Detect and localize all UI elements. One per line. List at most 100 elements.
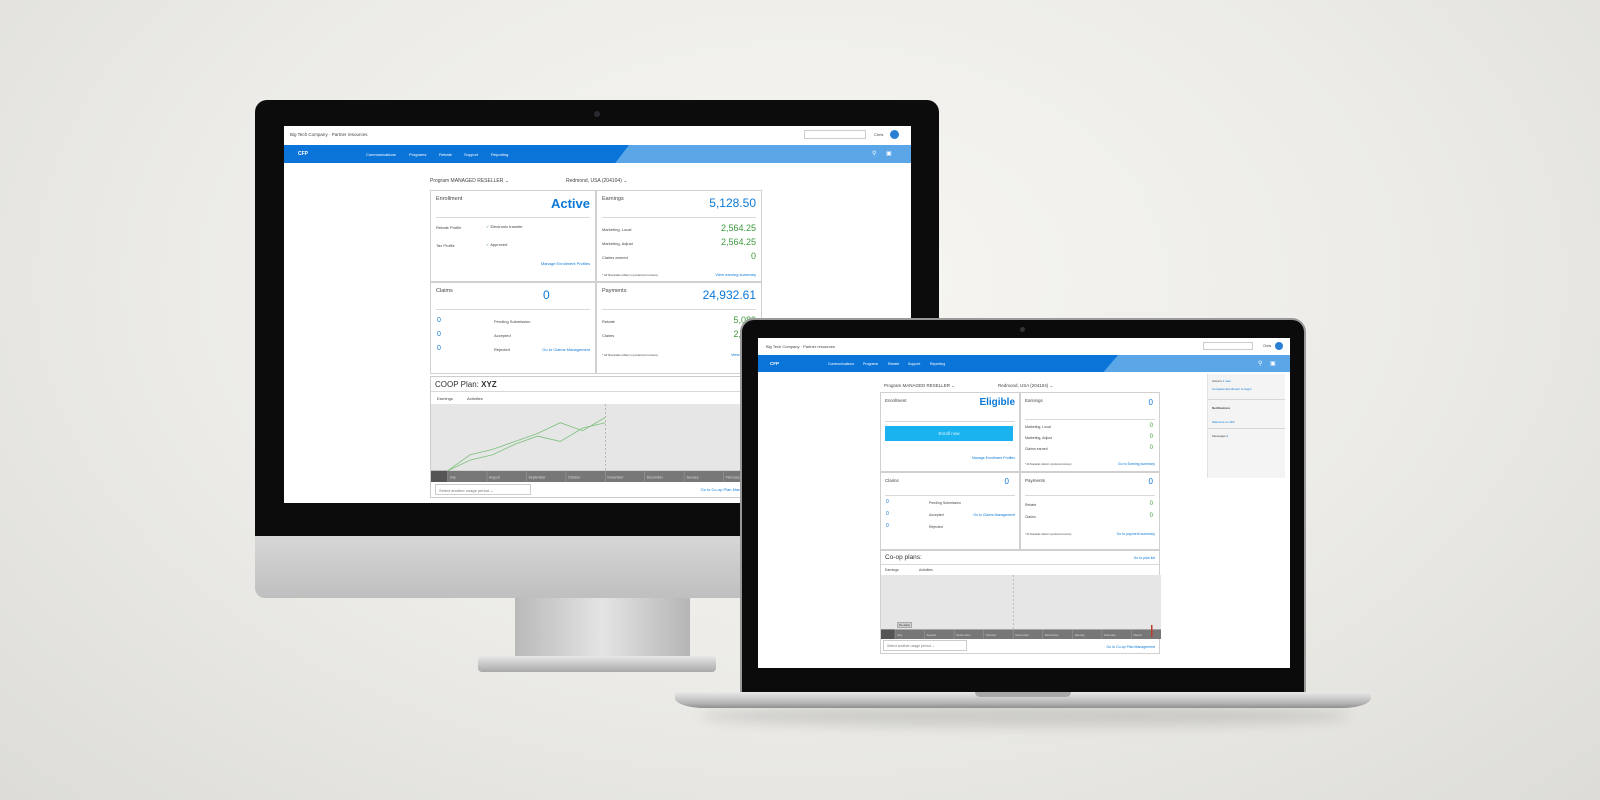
monitor-camera bbox=[594, 111, 600, 117]
card-title: Earnings bbox=[1025, 398, 1043, 403]
month-label: September bbox=[528, 476, 546, 480]
nav-reporting[interactable]: Reporting bbox=[930, 362, 946, 366]
value: 0 bbox=[1149, 434, 1153, 440]
label: Marketing, Local bbox=[1025, 425, 1051, 429]
nav-support[interactable]: Support bbox=[464, 152, 479, 157]
month-label: July bbox=[897, 633, 903, 637]
footnote: * All financials reflect in preferred cu… bbox=[602, 353, 659, 357]
month-label: December bbox=[647, 476, 664, 480]
nav-programs[interactable]: Programs bbox=[863, 362, 879, 366]
monitor-stand-neck bbox=[515, 598, 690, 660]
label: Rebate bbox=[602, 319, 615, 324]
month-label: November bbox=[1015, 633, 1029, 637]
footnote: * All financials reflect in preferred cu… bbox=[1025, 533, 1072, 536]
month-label: March bbox=[1133, 633, 1142, 637]
payment-summary-link[interactable]: Go to payment summary bbox=[1116, 532, 1155, 536]
month-label: August bbox=[489, 476, 500, 480]
value: 0 bbox=[1149, 445, 1153, 451]
nav-programs[interactable]: Programs bbox=[409, 152, 427, 157]
value: 2,564.25 bbox=[720, 223, 756, 233]
nav-bar: CFP Communications Programs Rebate Suppo… bbox=[284, 145, 911, 163]
payments-card: Payments 0 Rebate 0 Claims 0 * All finan… bbox=[1020, 472, 1160, 550]
label: Pending Submission bbox=[494, 319, 531, 324]
messages-count: 0 bbox=[1226, 434, 1229, 438]
coop-management-link[interactable]: Go to Co-op Plan Management bbox=[1106, 645, 1155, 649]
usage-period-select[interactable]: Select another usage period ⌄ bbox=[435, 484, 531, 495]
claims-card: Claims 0 0 Pending Submission 0 Accepted… bbox=[880, 472, 1020, 550]
search-input[interactable] bbox=[804, 130, 866, 139]
nav-reporting[interactable]: Reporting bbox=[491, 152, 509, 157]
count: 0 bbox=[886, 523, 889, 529]
avatar[interactable] bbox=[890, 130, 899, 139]
month-cell bbox=[881, 629, 895, 639]
location-dropdown[interactable]: Redmond, USA (204104) ⌄ bbox=[998, 383, 1054, 388]
card-title: Payments bbox=[602, 288, 627, 294]
value: 0 bbox=[750, 251, 756, 261]
nav-support[interactable]: Support bbox=[908, 362, 921, 366]
plan-list-link[interactable]: Go to plan list bbox=[1133, 556, 1155, 560]
earning-summary-link[interactable]: Go to Earning summary bbox=[1118, 462, 1155, 466]
tab-earnings[interactable]: Earnings bbox=[437, 396, 453, 401]
footnote: * All financials reflect in preferred cu… bbox=[602, 273, 659, 277]
tab-activities[interactable]: Activities bbox=[919, 568, 933, 572]
avatar[interactable] bbox=[1275, 342, 1283, 350]
action-link[interactable]: Complete Enrollment to begin bbox=[1212, 387, 1252, 391]
user-name: Chris bbox=[874, 132, 884, 137]
month-band bbox=[881, 629, 1161, 639]
earning-summary-link[interactable]: View earning summary bbox=[715, 272, 756, 277]
chat-icon[interactable]: ▣ bbox=[886, 151, 892, 157]
nav-rebate[interactable]: Rebate bbox=[439, 152, 452, 157]
nav-communications[interactable]: Communications bbox=[366, 152, 396, 157]
notifications-heading: Notifications bbox=[1212, 406, 1231, 410]
payments-total: 0 bbox=[1148, 477, 1153, 486]
tab-earnings[interactable]: Earnings bbox=[885, 568, 899, 572]
laptop-screen: Big Tech Company · Partner resources Chr… bbox=[758, 338, 1290, 668]
notification-link[interactable]: Welcome to CFP bbox=[1212, 420, 1235, 424]
claims-management-link[interactable]: Go to Claims Management bbox=[973, 513, 1015, 517]
value: 0 bbox=[1149, 423, 1153, 429]
coop-title: COOP Plan: XYZ bbox=[435, 380, 497, 389]
label: Rebate Profile bbox=[436, 225, 462, 230]
month-label: January bbox=[686, 476, 699, 480]
location-icon[interactable]: ⚲ bbox=[1258, 361, 1263, 367]
tab-activities[interactable]: Activities bbox=[467, 396, 483, 401]
logo[interactable]: CFP bbox=[770, 361, 779, 366]
usage-period-select[interactable]: Select another usage period ⌄ bbox=[883, 640, 967, 651]
month-label: January bbox=[1074, 633, 1085, 637]
coop-management-link[interactable]: Go to Co-op Plan Management bbox=[700, 487, 756, 492]
check-icon: ✓ bbox=[486, 224, 490, 229]
count: 0 bbox=[886, 499, 889, 505]
manage-enrollment-link[interactable]: Manage Enrollment Profiles bbox=[972, 456, 1015, 460]
value: 0 bbox=[1149, 513, 1153, 519]
label: Pending Submission bbox=[929, 501, 961, 505]
card-title: Payments bbox=[1025, 478, 1046, 483]
program-dropdown[interactable]: Program MANAGED RESELLER ⌄ bbox=[430, 178, 509, 184]
actions-heading: Actions bbox=[1212, 379, 1222, 383]
chat-icon[interactable]: ▣ bbox=[1270, 361, 1276, 367]
coop-section: Co-op plans: Go to plan list Earnings Ac… bbox=[880, 550, 1161, 654]
label: Marketing, Adjust bbox=[602, 241, 633, 246]
location-icon[interactable]: ⚲ bbox=[872, 151, 877, 157]
program-dropdown[interactable]: Program MANAGED RESELLER ⌄ bbox=[884, 383, 956, 388]
manage-enrollment-link[interactable]: Manage Enrollment Profiles bbox=[540, 261, 590, 266]
logo[interactable]: CFP bbox=[298, 151, 308, 157]
footnote: * All financials reflect in preferred cu… bbox=[1025, 463, 1072, 466]
enroll-now-button[interactable]: Enroll now bbox=[885, 426, 1013, 441]
laptop-notch bbox=[975, 692, 1071, 697]
nav-communications[interactable]: Communications bbox=[828, 362, 855, 366]
claims-management-link[interactable]: Go to Claims Management bbox=[542, 347, 590, 352]
value: 2,564.25 bbox=[720, 237, 756, 247]
card-title: Enrollment bbox=[885, 398, 907, 403]
location-dropdown[interactable]: Redmond, USA (204104) ⌄ bbox=[566, 178, 628, 184]
label: Claims earned bbox=[602, 255, 628, 260]
right-sidebar: Actions 1 new Complete Enrollment to beg… bbox=[1207, 374, 1285, 478]
nav-rebate[interactable]: Rebate bbox=[888, 362, 900, 366]
monitor-stand-base bbox=[478, 656, 716, 672]
label: Rejected bbox=[494, 347, 510, 352]
value: Electronic transfer bbox=[490, 224, 523, 229]
search-input[interactable] bbox=[1203, 342, 1253, 350]
claims-card: Claims 0 0 Pending Submission 0 Accepted… bbox=[430, 282, 596, 374]
label: Marketing, Local bbox=[602, 227, 632, 232]
payments-total: 24,932.61 bbox=[702, 288, 756, 302]
card-title: Earnings bbox=[602, 196, 624, 202]
